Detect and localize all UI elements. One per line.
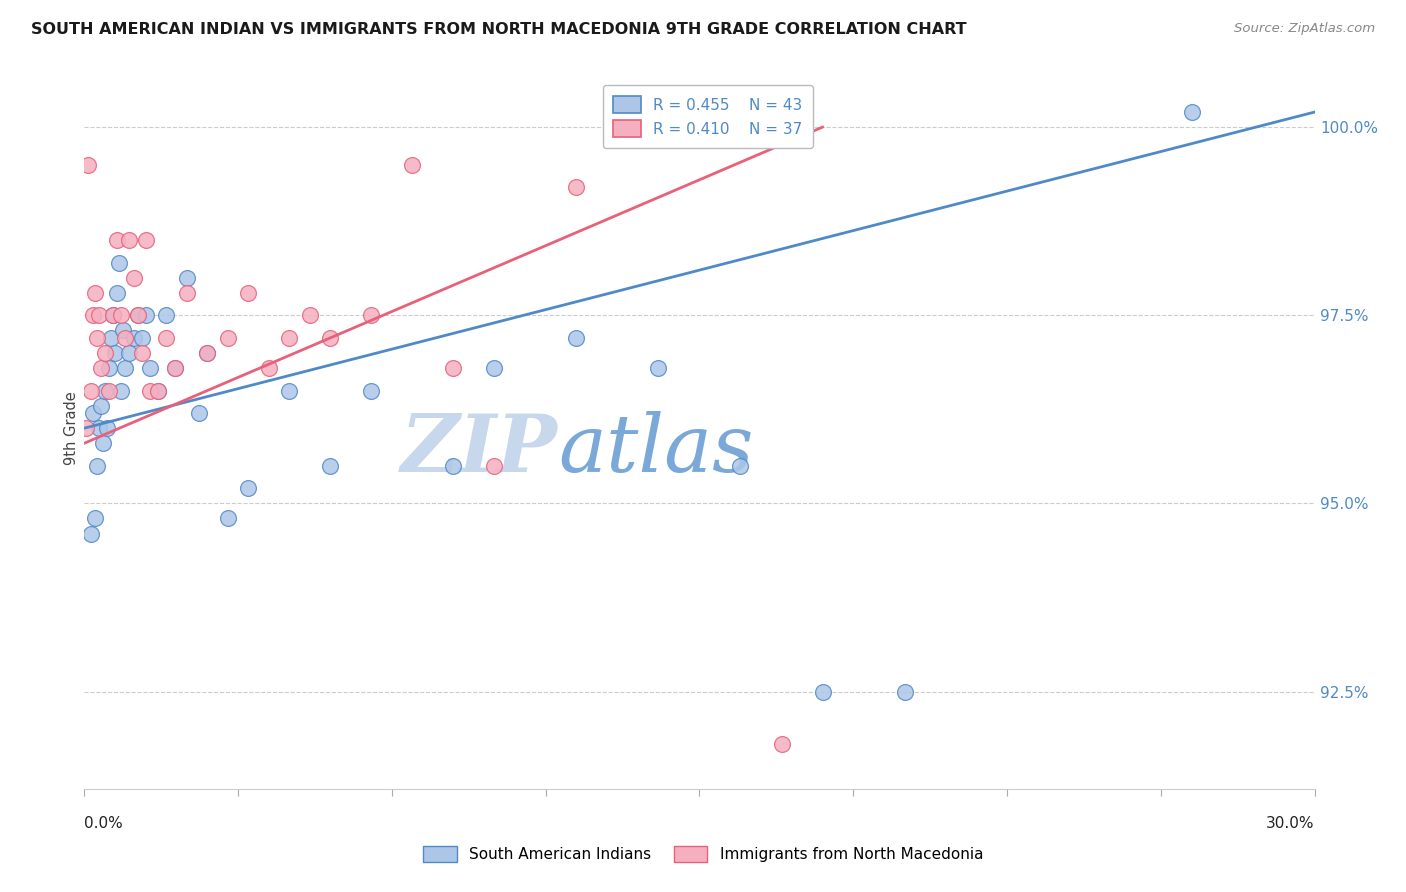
Point (96, 421, 118, 435)
Point (565, 180, 588, 194)
Point (484, 360, 506, 375)
Point (105, 285, 128, 300)
Point (101, 308, 124, 322)
Point (401, 158, 423, 172)
Point (647, 360, 669, 375)
Point (79, 526, 101, 541)
Legend: R = 0.455    N = 43, R = 0.410    N = 37: R = 0.455 N = 43, R = 0.410 N = 37 (603, 86, 813, 148)
Text: Source: ZipAtlas.com: Source: ZipAtlas.com (1234, 22, 1375, 36)
Text: 30.0%: 30.0% (1267, 816, 1315, 830)
Point (122, 331, 145, 345)
Point (75, 421, 97, 435)
Point (118, 346, 141, 360)
Point (484, 458, 506, 473)
Point (360, 308, 382, 322)
Point (82, 308, 104, 322)
Point (131, 346, 153, 360)
Point (118, 233, 141, 247)
Text: 0.0%: 0.0% (84, 816, 124, 830)
Point (135, 233, 157, 247)
Text: SOUTH AMERICAN INDIAN VS IMMIGRANTS FROM NORTH MACEDONIA 9TH GRADE CORRELATION C: SOUTH AMERICAN INDIAN VS IMMIGRANTS FROM… (31, 22, 966, 37)
Point (217, 331, 239, 345)
Point (155, 308, 177, 322)
Point (114, 360, 136, 375)
Point (360, 384, 382, 398)
Point (100, 331, 122, 345)
Point (90, 399, 112, 413)
Point (238, 481, 260, 495)
Point (238, 285, 260, 300)
Point (139, 384, 162, 398)
Point (155, 331, 177, 345)
Point (176, 285, 198, 300)
Text: ZIP: ZIP (401, 411, 558, 489)
Point (77, 158, 100, 172)
Point (443, 458, 465, 473)
Point (82, 406, 104, 420)
Point (443, 360, 465, 375)
Point (811, 684, 834, 698)
Point (87, 308, 110, 322)
Point (101, 308, 124, 322)
Y-axis label: 9th Grade: 9th Grade (63, 392, 79, 465)
Point (565, 331, 588, 345)
Point (114, 331, 136, 345)
Point (148, 384, 170, 398)
Point (298, 308, 321, 322)
Point (319, 458, 342, 473)
Text: atlas: atlas (558, 411, 754, 489)
Point (122, 270, 145, 285)
Point (770, 737, 793, 751)
Point (139, 360, 162, 375)
Point (86, 331, 108, 345)
Point (730, 458, 752, 473)
Point (135, 308, 157, 322)
Point (163, 360, 186, 375)
Point (257, 360, 280, 375)
Point (112, 323, 135, 337)
Point (90, 360, 112, 375)
Point (278, 331, 301, 345)
Point (278, 384, 301, 398)
Point (86, 458, 108, 473)
Point (83, 511, 105, 525)
Point (176, 270, 198, 285)
Point (87, 421, 110, 435)
Point (217, 511, 239, 525)
Point (188, 406, 211, 420)
Point (110, 384, 132, 398)
Point (163, 360, 186, 375)
Point (197, 346, 219, 360)
Point (1181, 105, 1204, 120)
Point (127, 308, 149, 322)
Point (104, 346, 127, 360)
Point (83, 285, 105, 300)
Point (127, 308, 149, 322)
Point (94, 384, 117, 398)
Point (893, 684, 915, 698)
Point (98, 360, 121, 375)
Point (110, 308, 132, 322)
Point (91, 436, 114, 450)
Point (131, 331, 153, 345)
Legend: South American Indians, Immigrants from North Macedonia: South American Indians, Immigrants from … (416, 840, 990, 868)
Point (79, 384, 101, 398)
Point (98, 384, 121, 398)
Point (108, 255, 131, 269)
Point (148, 384, 170, 398)
Point (94, 346, 117, 360)
Point (105, 233, 128, 247)
Point (319, 331, 342, 345)
Point (197, 346, 219, 360)
